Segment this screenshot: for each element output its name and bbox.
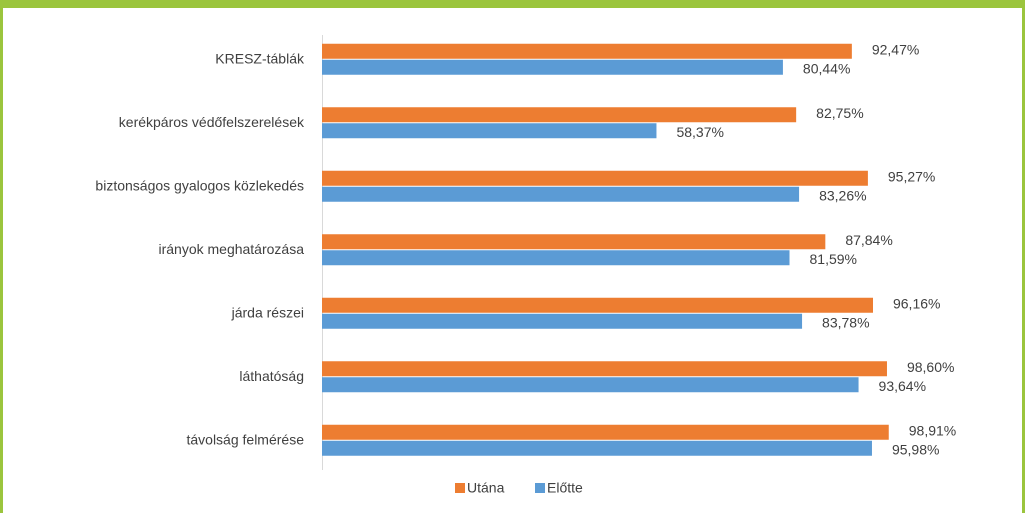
value-label: 80,44% [803,60,850,76]
left-border [0,0,3,513]
category-label: járda részei [231,304,304,320]
right-border [1022,0,1025,513]
category-label: láthatóság [239,368,304,384]
bar [322,250,790,266]
bar [322,59,783,75]
value-label: 96,16% [893,295,940,311]
bar [322,361,887,377]
top-band [0,0,1025,8]
bar [322,170,868,186]
bar [322,313,803,329]
value-label: 92,47% [872,41,919,57]
value-label: 98,91% [909,422,956,438]
bar [322,43,852,59]
value-label: 83,26% [819,187,866,203]
legend-label: Előtte [547,480,583,496]
bar [322,440,872,456]
value-label: 83,78% [822,314,869,330]
legend-swatch [455,483,465,493]
bar [322,424,889,440]
value-label: 95,98% [892,441,939,457]
value-label: 95,27% [888,168,935,184]
category-label: KRESZ-táblák [215,50,305,66]
legend-swatch [535,483,545,493]
bar [322,234,826,250]
legend-label: Utána [467,480,505,496]
value-label: 93,64% [879,378,926,394]
category-label: irányok meghatározása [158,241,304,257]
value-label: 82,75% [816,105,863,121]
bar [322,297,873,313]
value-label: 98,60% [907,359,954,375]
category-label: kerékpáros védőfelszerelések [119,114,305,130]
bar [322,377,859,393]
bar [322,123,657,139]
category-label: biztonságos gyalogos közlekedés [95,177,304,193]
value-label: 58,37% [676,124,723,140]
value-label: 87,84% [845,232,892,248]
bar [322,186,800,202]
value-label: 81,59% [810,251,857,267]
category-label: távolság felmérése [186,431,304,447]
bar [322,107,797,123]
